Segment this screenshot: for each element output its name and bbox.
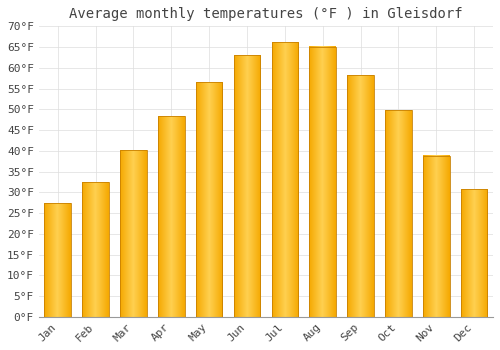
Bar <box>82 182 109 317</box>
Bar <box>423 156 450 317</box>
Bar <box>461 189 487 317</box>
Title: Average monthly temperatures (°F ) in Gleisdorf: Average monthly temperatures (°F ) in Gl… <box>69 7 462 21</box>
Bar <box>120 150 146 317</box>
Bar <box>272 42 298 317</box>
Bar <box>44 203 71 317</box>
Bar <box>348 75 374 317</box>
Bar <box>234 55 260 317</box>
Bar <box>196 82 222 317</box>
Bar <box>385 110 411 317</box>
Bar <box>310 47 336 317</box>
Bar <box>158 116 184 317</box>
